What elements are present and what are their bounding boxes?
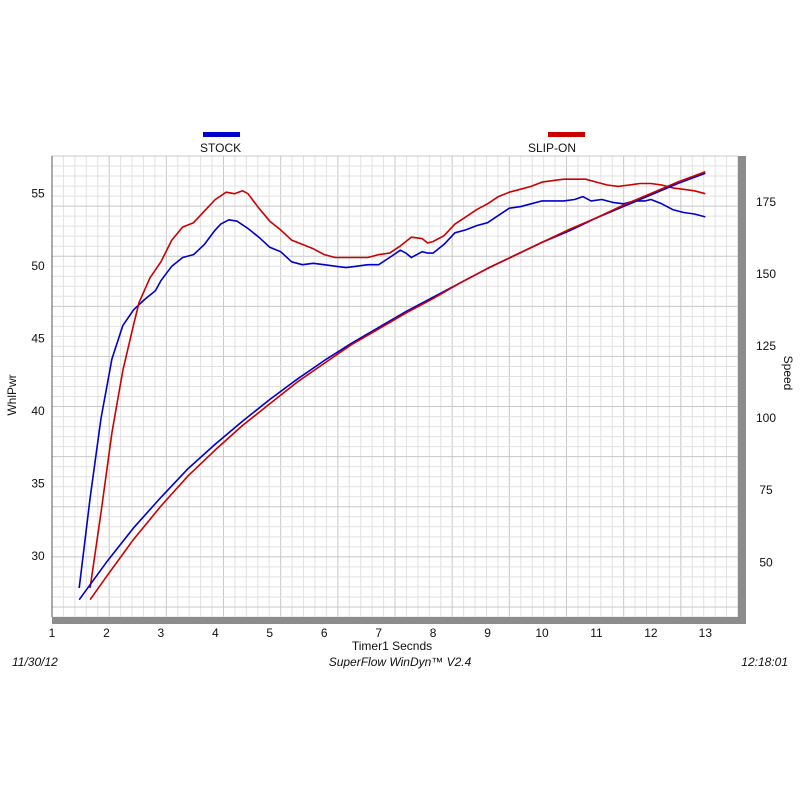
y-right-tick-label: 175 [756,195,776,209]
y-left-tick-label: 55 [31,187,45,201]
x-tick-label: 9 [484,626,491,640]
x-tick-label: 13 [699,626,713,640]
y-left-tick-label: 35 [31,477,45,491]
x-tick-label: 7 [375,626,382,640]
legend-swatch-slip-on [548,132,585,137]
y-left-axis-title: WhlPwr [5,374,19,415]
y-right-tick-label: 50 [759,555,773,569]
x-tick-label: 10 [535,626,549,640]
series-line-slip-on-whlpwr [89,178,706,589]
y-left-tick-label: 30 [31,549,45,563]
chart-frame [51,156,746,624]
y-right-axis-title: Speed [781,356,795,391]
grid [51,155,739,618]
footer-date: 11/30/12 [12,655,58,669]
legend-label-slip-on: SLIP-ON [528,141,576,155]
x-axis-bar [52,617,746,624]
y-right-axis-bar [738,156,746,624]
x-tick-label: 1 [49,626,56,640]
x-tick-label: 6 [321,626,328,640]
legend-swatch-stock [203,132,240,137]
legend: STOCK SLIP-ON [200,132,585,155]
x-tick-label: 4 [212,626,219,640]
y-right-tick-label: 75 [759,483,773,497]
footer-time: 12:18:01 [741,655,788,669]
x-tick-label: 2 [103,626,110,640]
footer-software: SuperFlow WinDyn™ V2.4 [328,655,472,669]
y-right-tick-label: 125 [756,339,776,353]
x-tick-label: 5 [266,626,273,640]
x-tick-label: 12 [644,626,658,640]
x-tick-label: 3 [158,626,165,640]
y-right-tick-label: 100 [756,411,776,425]
x-tick-label: 11 [590,626,603,640]
y-left-tick-label: 40 [31,404,45,418]
legend-label-stock: STOCK [200,141,241,155]
y-left-tick-label: 45 [31,332,45,346]
y-left-tick-label: 50 [31,259,45,273]
y-right-tick-label: 150 [756,267,776,281]
x-axis-title: Timer1 Secnds [352,639,432,653]
tick-labels: 1 2 3 4 5 6 7 8 9 10 11 12 1330354045505550751001251… [31,187,776,640]
series-layer [78,171,706,601]
series-line-slip-on-speed [89,171,706,601]
x-tick-label: 8 [430,626,437,640]
series-line-stock-whlpwr [78,195,706,589]
